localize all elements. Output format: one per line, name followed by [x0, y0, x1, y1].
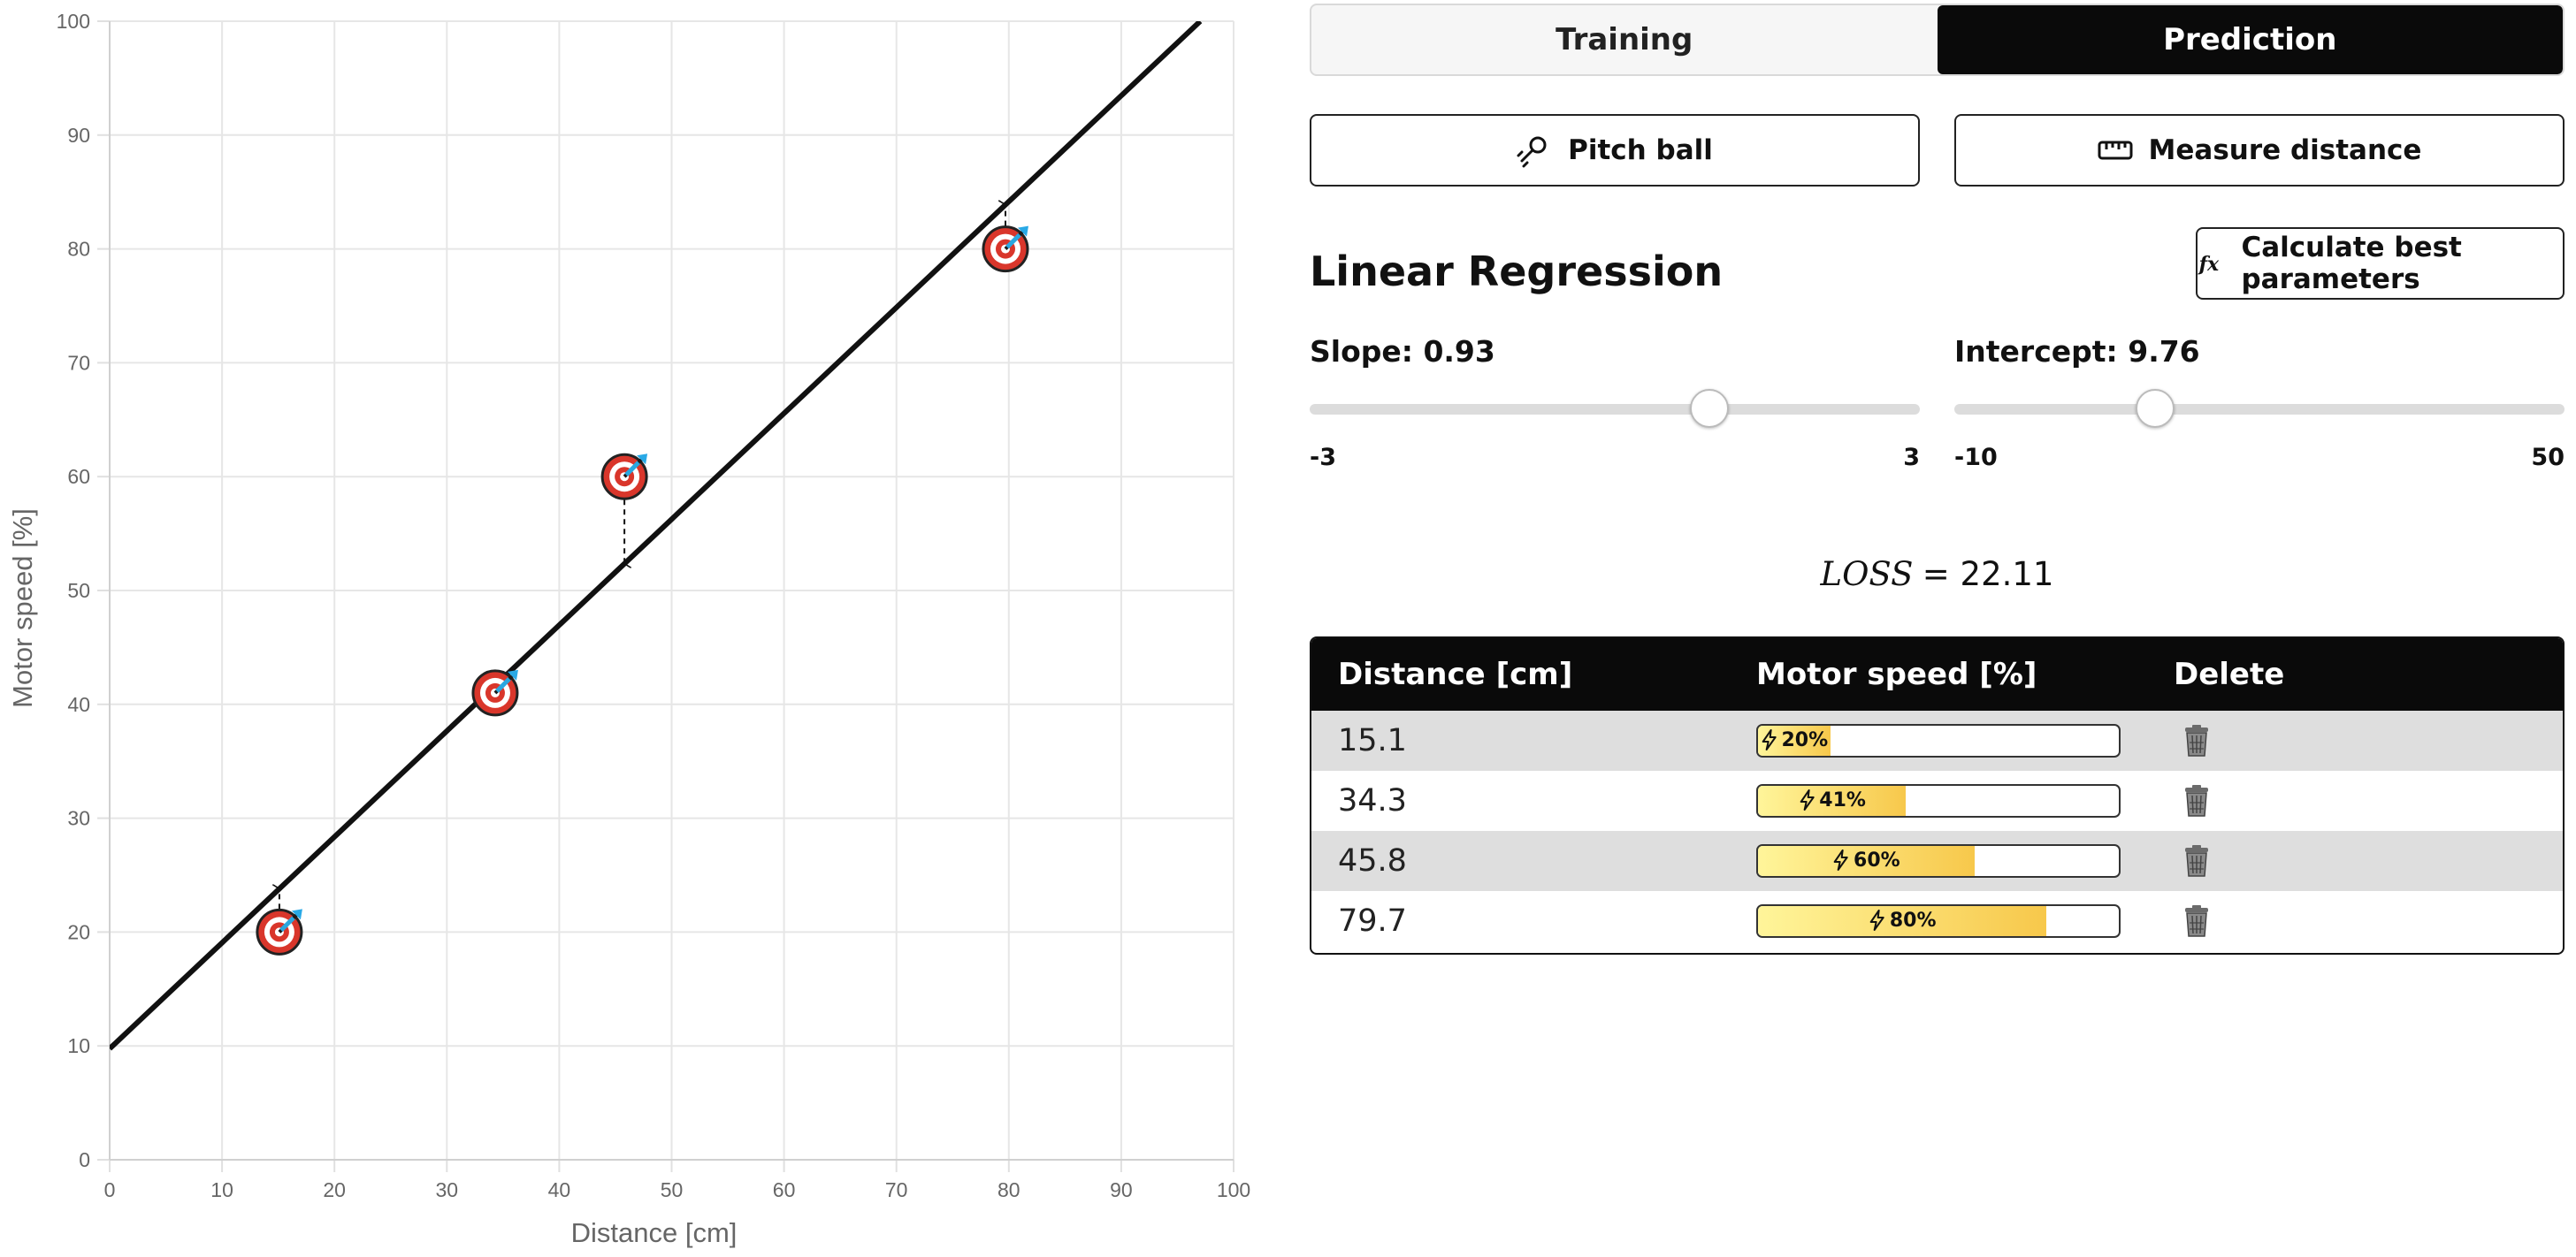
intercept-min-label: -10	[1954, 444, 1998, 471]
tab-training[interactable]: Training	[1556, 22, 1693, 57]
measure-distance-button[interactable]: Measure distance	[1954, 114, 2565, 187]
pitch-ball-label: Pitch ball	[1568, 134, 1713, 166]
intercept-slider-track	[1954, 404, 2565, 415]
tab-prediction[interactable]: Prediction	[1937, 5, 2563, 74]
pitch-icon	[1517, 136, 1547, 168]
motor-speed-fill	[1758, 786, 1907, 816]
x-tick-label: 50	[661, 1178, 684, 1201]
measure-distance-label: Measure distance	[2148, 134, 2422, 166]
motor-speed-label: 80%	[1889, 910, 1937, 932]
y-tick-label: 50	[67, 579, 90, 602]
x-tick-label: 100	[1217, 1178, 1250, 1201]
slope-max-label: 3	[1903, 444, 1920, 471]
pitch-ball-button[interactable]: Pitch ball	[1310, 114, 1920, 187]
slope-slider[interactable]	[1310, 382, 1920, 435]
y-tick-label: 60	[67, 465, 90, 488]
target-icon	[982, 225, 1029, 273]
lightning-icon	[1834, 849, 1849, 871]
control-panel: Training Prediction Pitch ball Measure d…	[1310, 0, 2565, 1257]
function-icon: fx	[2198, 253, 2220, 276]
intercept-slider-thumb[interactable]	[2136, 389, 2175, 428]
distance-cell: 45.8	[1338, 843, 1407, 879]
target-icon	[471, 669, 519, 717]
table-row: 15.1 20%	[1311, 711, 2563, 771]
motor-speed-fill	[1758, 846, 1975, 876]
y-tick-label: 40	[67, 693, 90, 716]
header-delete: Delete	[2174, 657, 2285, 692]
y-tick-label: 90	[67, 124, 90, 147]
motor-speed-label: 60%	[1854, 849, 1900, 872]
motor-speed-text: 20%	[1760, 726, 1828, 756]
slope-label: Slope: 0.93	[1310, 334, 1495, 369]
measurements-table: Distance [cm] Motor speed [%] Delete 15.…	[1310, 636, 2565, 955]
y-tick-label: 30	[67, 807, 90, 830]
motor-speed-text: 80%	[1869, 906, 1937, 936]
loss-value: = 22.11	[1922, 555, 2054, 593]
motor-speed-bar: 60%	[1756, 844, 2121, 878]
x-tick-label: 60	[773, 1178, 796, 1201]
motor-speed-text: 60%	[1832, 846, 1900, 876]
table-body: 15.1 20% 34.3 41% 45.8 60% 79.7 80%	[1311, 711, 2563, 951]
slope-slider-track	[1310, 404, 1920, 415]
motor-speed-bar: 41%	[1756, 784, 2121, 818]
intercept-label: Intercept: 9.76	[1954, 334, 2200, 369]
motor-speed-bar: 80%	[1756, 904, 2121, 938]
mode-tabs: Training Prediction	[1310, 4, 2565, 76]
distance-cell: 34.3	[1338, 783, 1407, 819]
slope-slider-thumb[interactable]	[1689, 389, 1729, 428]
x-tick-label: 80	[998, 1178, 1020, 1201]
slope-min-label: -3	[1310, 444, 1336, 471]
y-tick-label: 20	[67, 920, 90, 943]
y-tick-label: 100	[57, 10, 90, 33]
y-tick-label: 0	[79, 1148, 90, 1171]
intercept-max-label: 50	[2531, 444, 2565, 471]
ruler-icon	[2098, 141, 2133, 160]
y-tick-label: 80	[67, 238, 90, 261]
regression-line	[110, 21, 1203, 1051]
header-motor-speed: Motor speed [%]	[1756, 657, 2037, 692]
distance-cell: 15.1	[1338, 723, 1407, 758]
trash-icon[interactable]	[2179, 903, 2214, 939]
lightning-icon	[1800, 789, 1815, 811]
motor-speed-label: 20%	[1781, 729, 1829, 751]
trash-icon[interactable]	[2179, 783, 2214, 819]
target-icon	[256, 908, 303, 956]
table-row: 34.3 41%	[1311, 771, 2563, 831]
header-distance: Distance [cm]	[1338, 657, 1573, 692]
lightning-icon	[1869, 910, 1884, 931]
x-tick-label: 40	[548, 1178, 571, 1201]
x-tick-label: 20	[323, 1178, 346, 1201]
table-header: Distance [cm] Motor speed [%] Delete	[1311, 638, 2563, 711]
motor-speed-text: 41%	[1798, 786, 1866, 816]
section-title: Linear Regression	[1310, 248, 1724, 295]
y-axis-title: Motor speed [%]	[7, 508, 38, 708]
lightning-icon	[1762, 729, 1777, 750]
motor-speed-fill	[1758, 906, 2047, 936]
x-tick-label: 70	[885, 1178, 908, 1201]
loss-name: LOSS	[1820, 555, 1914, 593]
intercept-slider[interactable]	[1954, 382, 2565, 435]
x-tick-label: 30	[436, 1178, 459, 1201]
distance-cell: 79.7	[1338, 903, 1407, 939]
x-axis-title: Distance [cm]	[571, 1217, 738, 1248]
loss-readout: LOSS = 22.11	[1310, 555, 2565, 593]
regression-chart: 0 10 20 30 40 50 60 70 80 90 100 0 10 20 30 40 50 60 70 80 9…	[0, 0, 1273, 1257]
table-row: 79.7 80%	[1311, 891, 2563, 951]
table-row: 45.8 60%	[1311, 831, 2563, 891]
calculate-best-parameters-label: Calculate best parameters	[2241, 232, 2462, 295]
svg-text:fx: fx	[2198, 253, 2220, 276]
scatter-plot: 0 10 20 30 40 50 60 70 80 90 100 0 10 20 30 40 50 60 70 80 9…	[7, 10, 1250, 1248]
motor-speed-label: 41%	[1819, 789, 1866, 811]
y-tick-label: 70	[67, 351, 90, 374]
x-tick-label: 0	[104, 1178, 116, 1201]
x-tick-label: 90	[1110, 1178, 1133, 1201]
trash-icon[interactable]	[2179, 723, 2214, 758]
calculate-best-parameters-button[interactable]: fx Calculate best parameters	[2196, 227, 2565, 300]
motor-speed-bar: 20%	[1756, 724, 2121, 758]
y-tick-label: 10	[67, 1034, 90, 1057]
x-tick-label: 10	[210, 1178, 233, 1201]
target-icon	[600, 453, 648, 500]
trash-icon[interactable]	[2179, 843, 2214, 879]
